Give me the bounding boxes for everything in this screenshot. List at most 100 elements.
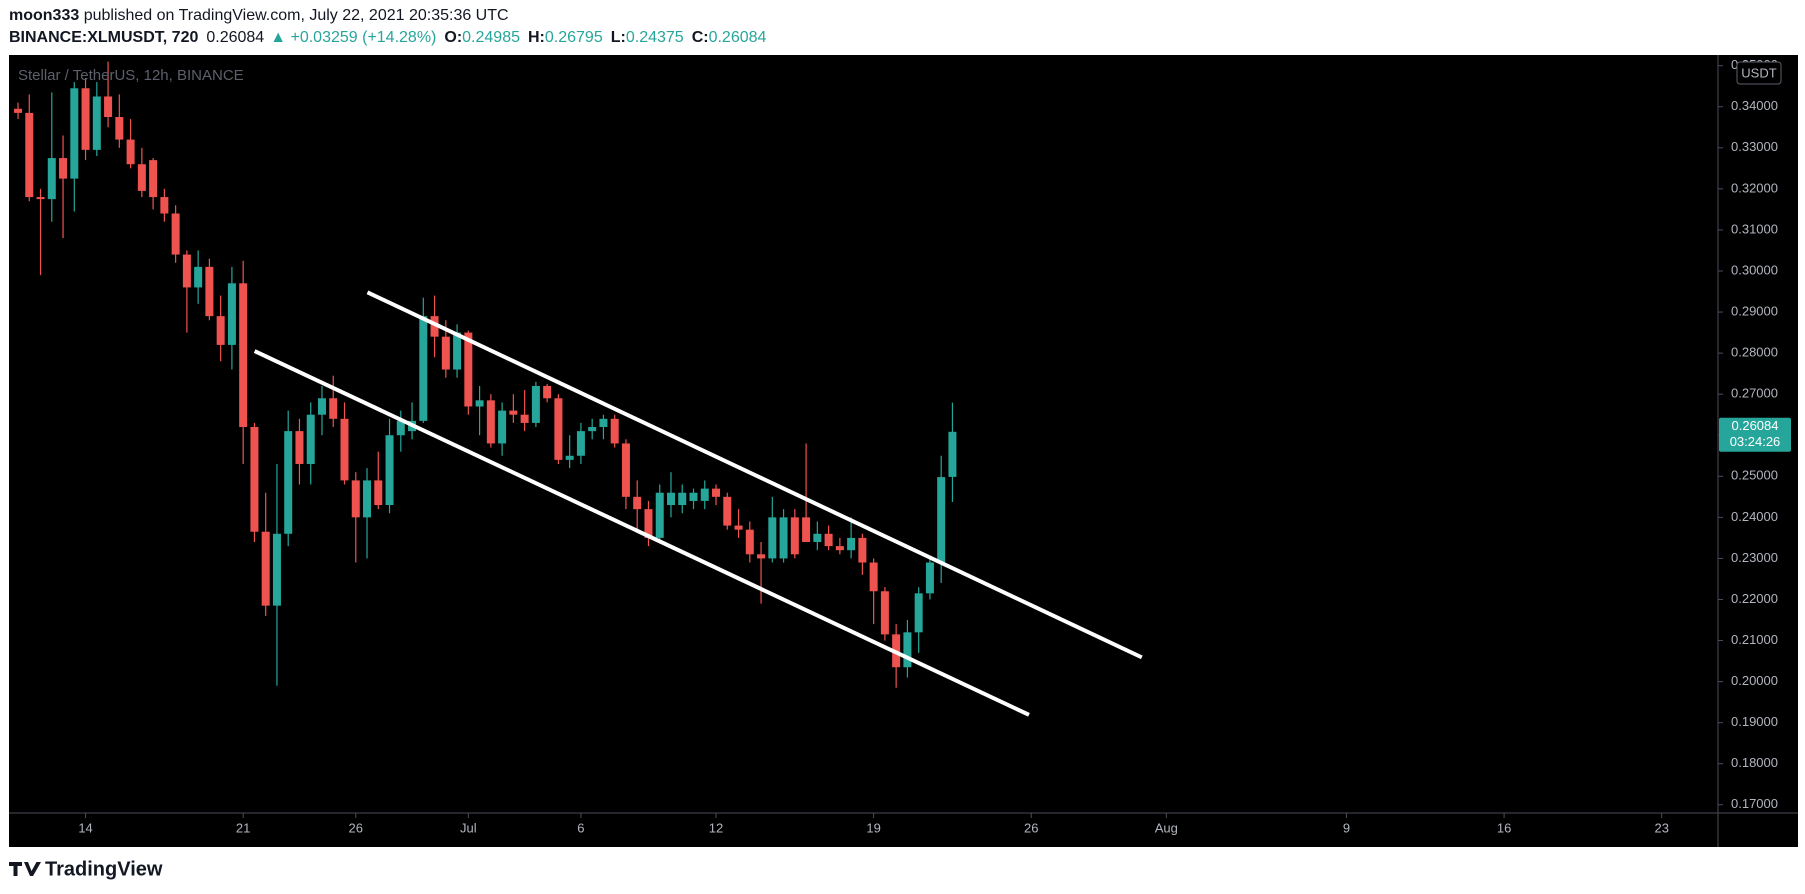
y-tick-label: 0.33000 bbox=[1731, 139, 1778, 154]
candle-body bbox=[160, 197, 169, 214]
candle-body bbox=[227, 283, 236, 345]
candle-body bbox=[47, 158, 56, 200]
candle-body bbox=[363, 480, 372, 518]
x-tick-label: Aug bbox=[1155, 820, 1178, 835]
candle-body bbox=[81, 88, 90, 150]
candle-body bbox=[880, 591, 889, 635]
y-tick-label: 0.18000 bbox=[1731, 755, 1778, 770]
candle-body bbox=[948, 431, 957, 477]
countdown: 03:24:26 bbox=[1730, 434, 1781, 449]
candle-body bbox=[36, 197, 45, 200]
x-tick-label: 26 bbox=[349, 820, 363, 835]
candle-body bbox=[205, 266, 214, 317]
candle-body bbox=[317, 398, 326, 415]
candle-body bbox=[137, 164, 146, 191]
candle-body bbox=[925, 562, 934, 594]
y-tick-label: 0.22000 bbox=[1731, 591, 1778, 606]
candle-body bbox=[700, 488, 709, 501]
trend-line bbox=[253, 349, 1030, 717]
candle-body bbox=[14, 108, 23, 113]
y-tick-label: 0.23000 bbox=[1731, 550, 1778, 565]
candle-body bbox=[565, 455, 574, 460]
candle-body bbox=[250, 427, 259, 532]
candle-body bbox=[329, 398, 338, 419]
candle-body bbox=[621, 443, 630, 497]
candle-body bbox=[509, 410, 518, 415]
candle-body bbox=[239, 283, 248, 428]
axes: 0.17000 0.18000 0.19000 0.20000 0.21000 0.220… bbox=[78, 57, 1791, 835]
candle-body bbox=[171, 213, 180, 255]
candle-body bbox=[588, 427, 597, 432]
candle-body bbox=[126, 139, 135, 165]
candle-body bbox=[745, 529, 754, 555]
candle-body bbox=[284, 431, 293, 534]
x-tick-label: 26 bbox=[1024, 820, 1038, 835]
candle-body bbox=[813, 533, 822, 542]
candle-body bbox=[678, 492, 687, 506]
price-label-box bbox=[1719, 417, 1791, 452]
y-tick-label: 0.31000 bbox=[1731, 221, 1778, 236]
ohlc: O:0.24985 H:0.26795 L:0.24375 C:0.26084 bbox=[444, 29, 766, 46]
candle-body bbox=[858, 537, 867, 563]
ohlc-label: C: bbox=[692, 29, 709, 46]
trend-line bbox=[366, 290, 1143, 660]
candle-body bbox=[723, 496, 732, 526]
y-tick-label: 0.34000 bbox=[1731, 98, 1778, 113]
candle-body bbox=[790, 517, 799, 555]
x-tick-label: 23 bbox=[1654, 820, 1668, 835]
x-tick-label: 21 bbox=[236, 820, 250, 835]
candle-body bbox=[498, 410, 507, 444]
candle-body bbox=[385, 435, 394, 506]
candle-body bbox=[182, 254, 191, 288]
y-tick-label: 0.17000 bbox=[1731, 796, 1778, 811]
candle-body bbox=[486, 400, 495, 444]
candle-body bbox=[666, 492, 675, 506]
candle-body bbox=[194, 266, 203, 288]
x-tick-label: 16 bbox=[1497, 820, 1511, 835]
author: moon333 bbox=[9, 7, 79, 24]
candle-body bbox=[25, 112, 34, 198]
ohlc-label: H: bbox=[528, 29, 545, 46]
ohlc-label: O: bbox=[444, 29, 462, 46]
x-tick-label: Jul bbox=[460, 820, 477, 835]
logo-icon bbox=[9, 862, 41, 876]
candle-body bbox=[937, 477, 946, 563]
published: published on TradingView.com, July 22, 2… bbox=[84, 7, 509, 24]
plot bbox=[14, 61, 1143, 717]
candle-body bbox=[92, 96, 101, 150]
candle-body bbox=[295, 431, 304, 464]
candle-body bbox=[802, 517, 811, 542]
candle-body bbox=[70, 88, 79, 179]
candle-body bbox=[396, 420, 405, 436]
currency-box bbox=[1736, 61, 1782, 85]
candle-body bbox=[475, 400, 484, 407]
candle-body bbox=[824, 533, 833, 547]
ohlc-value: 0.26084 bbox=[709, 29, 767, 46]
candle-body bbox=[599, 418, 608, 428]
ohlc-label: L: bbox=[611, 29, 626, 46]
candle-body bbox=[430, 316, 439, 337]
chart-title: Stellar / TetherUS, 12h, BINANCE bbox=[18, 67, 244, 84]
ohlc-value: 0.24985 bbox=[462, 29, 520, 46]
candle-body bbox=[847, 537, 856, 551]
candle-body bbox=[610, 418, 619, 444]
candle-body bbox=[272, 533, 281, 606]
candle-body bbox=[779, 517, 788, 559]
logo: TradingView bbox=[9, 858, 163, 880]
y-tick-label: 0.32000 bbox=[1731, 180, 1778, 195]
candle-body bbox=[453, 332, 462, 370]
y-tick-label: 0.20000 bbox=[1731, 673, 1778, 688]
candle-body bbox=[306, 414, 315, 464]
x-tick-label: 14 bbox=[78, 820, 92, 835]
currency: USDT bbox=[1741, 65, 1776, 80]
y-tick-label: 0.24000 bbox=[1731, 509, 1778, 524]
candle-body bbox=[576, 431, 585, 456]
candle-body bbox=[757, 554, 766, 559]
candle-body bbox=[441, 336, 450, 370]
ohlc-value: 0.24375 bbox=[626, 29, 684, 46]
candle-body bbox=[419, 316, 428, 421]
candle-body bbox=[374, 480, 383, 506]
candle-body bbox=[464, 332, 473, 407]
